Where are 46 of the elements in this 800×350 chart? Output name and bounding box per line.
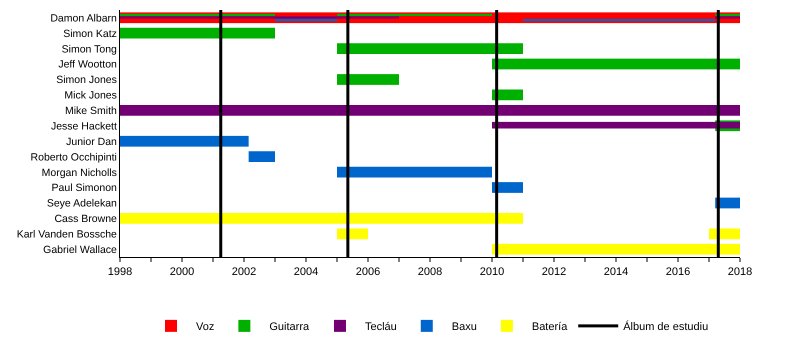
x-tick-label: 2012 <box>542 266 566 278</box>
bar <box>337 14 492 16</box>
x-tick-label: 2000 <box>170 266 194 278</box>
bar <box>337 43 523 54</box>
x-tick-label: 2006 <box>356 266 380 278</box>
bar <box>248 151 275 162</box>
bar <box>120 28 275 39</box>
bar <box>523 19 716 22</box>
y-tick-label: Roberto Occhipinti <box>30 151 117 164</box>
x-tick-label: 2018 <box>728 266 752 278</box>
bar <box>337 74 399 85</box>
y-tick-label: Mick Jones <box>64 90 117 102</box>
y-tick-label: Seye Adelekan <box>46 198 118 210</box>
legend-label: Guitarra <box>269 321 310 334</box>
bar <box>492 58 740 70</box>
y-tick-label: Simon Jones <box>56 74 117 86</box>
bar <box>492 244 740 255</box>
legend-label: Baxu <box>452 321 477 334</box>
x-tick-label: 2008 <box>418 266 442 278</box>
x-tick-label: 2016 <box>666 266 690 278</box>
bar <box>492 182 523 193</box>
y-tick-label: Jesse Hackett <box>50 120 117 132</box>
legend-label: Tecláu <box>364 321 397 334</box>
y-tick-label: Simon Tong <box>62 43 118 56</box>
y-tick-label: Cass Browne <box>54 213 118 226</box>
bar <box>492 122 740 128</box>
x-tick-label: 2010 <box>480 266 504 278</box>
bar <box>120 213 523 224</box>
y-tick-label: Mike Smith <box>64 105 118 118</box>
x-tick-label: 2004 <box>294 266 318 278</box>
x-tick-label: 2002 <box>232 266 256 278</box>
y-tick-label: Morgan Nicholls <box>42 166 117 179</box>
legend-label: Álbum de estudiu <box>623 320 708 334</box>
y-tick-label: Junior Dan <box>66 136 118 148</box>
y-tick-label: Karl Vanden Bossche <box>16 228 118 241</box>
x-tick-label: 1998 <box>108 266 132 278</box>
y-tick-label: Paul Simonon <box>52 182 118 194</box>
bar <box>120 136 249 147</box>
y-tick-label: Damon Albarn <box>50 12 118 24</box>
y-tick-label: Simon Katz <box>63 28 117 40</box>
bar <box>337 166 492 178</box>
x-tick-label: 2014 <box>604 266 628 278</box>
y-tick-label: Jeff Wootton <box>58 58 118 71</box>
y-tick-label: Gabriel Wallace <box>43 244 118 256</box>
legend-label: Batería <box>532 321 568 334</box>
legend-label: Voz <box>196 321 214 334</box>
